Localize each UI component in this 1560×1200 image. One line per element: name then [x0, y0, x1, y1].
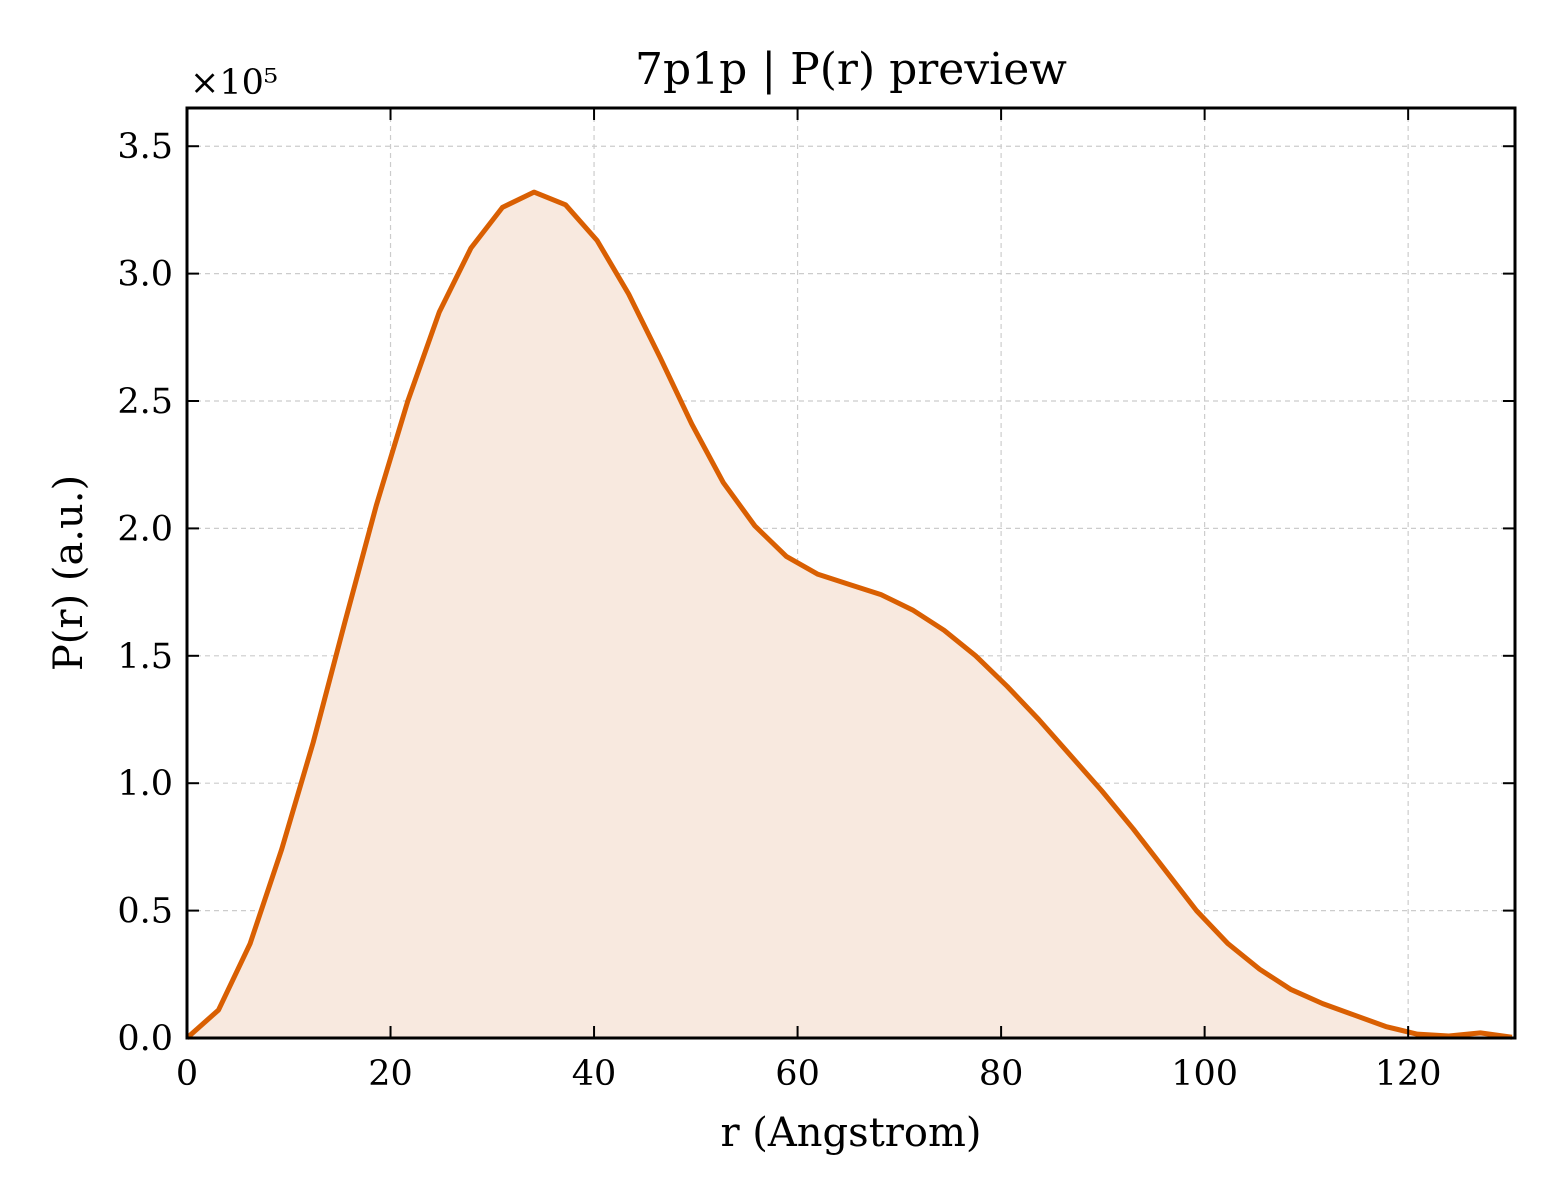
- x-tick-label: 120: [1375, 1054, 1442, 1094]
- x-tick-label: 80: [979, 1054, 1024, 1094]
- y-tick-label: 2.0: [117, 509, 173, 549]
- y-axis-label: P(r) (a.u.): [46, 475, 92, 671]
- y-tick-label: 3.0: [117, 255, 173, 295]
- series-line: [185, 189, 1513, 1040]
- area-fill: [187, 192, 1512, 1038]
- y-tick-label: 1.5: [117, 637, 173, 677]
- x-tick-label: 20: [368, 1054, 413, 1094]
- y-tick-label: 3.5: [117, 127, 173, 167]
- plot-frame: [185, 106, 1517, 1040]
- y-tick-label: 2.5: [117, 382, 173, 422]
- x-tick-label: 60: [775, 1054, 820, 1094]
- chart-title: 7p1p | P(r) preview: [635, 44, 1067, 95]
- x-tick-label: 0: [176, 1054, 198, 1094]
- y-tick-label: 1.0: [117, 764, 173, 804]
- y-offset-label: ×10⁵: [190, 63, 278, 103]
- y-tick-label: 0.0: [117, 1019, 173, 1059]
- x-tick-label: 100: [1171, 1054, 1238, 1094]
- ticks-layer: 0 20 40 60 80 100 120 0.0 0.5 1.0 1.5 2.0 2.5 3.0 3.5: [117, 108, 1515, 1094]
- y-tick-label: 0.5: [117, 892, 173, 932]
- x-axis-label: r (Angstrom): [720, 1110, 981, 1156]
- x-tick-label: 40: [572, 1054, 617, 1094]
